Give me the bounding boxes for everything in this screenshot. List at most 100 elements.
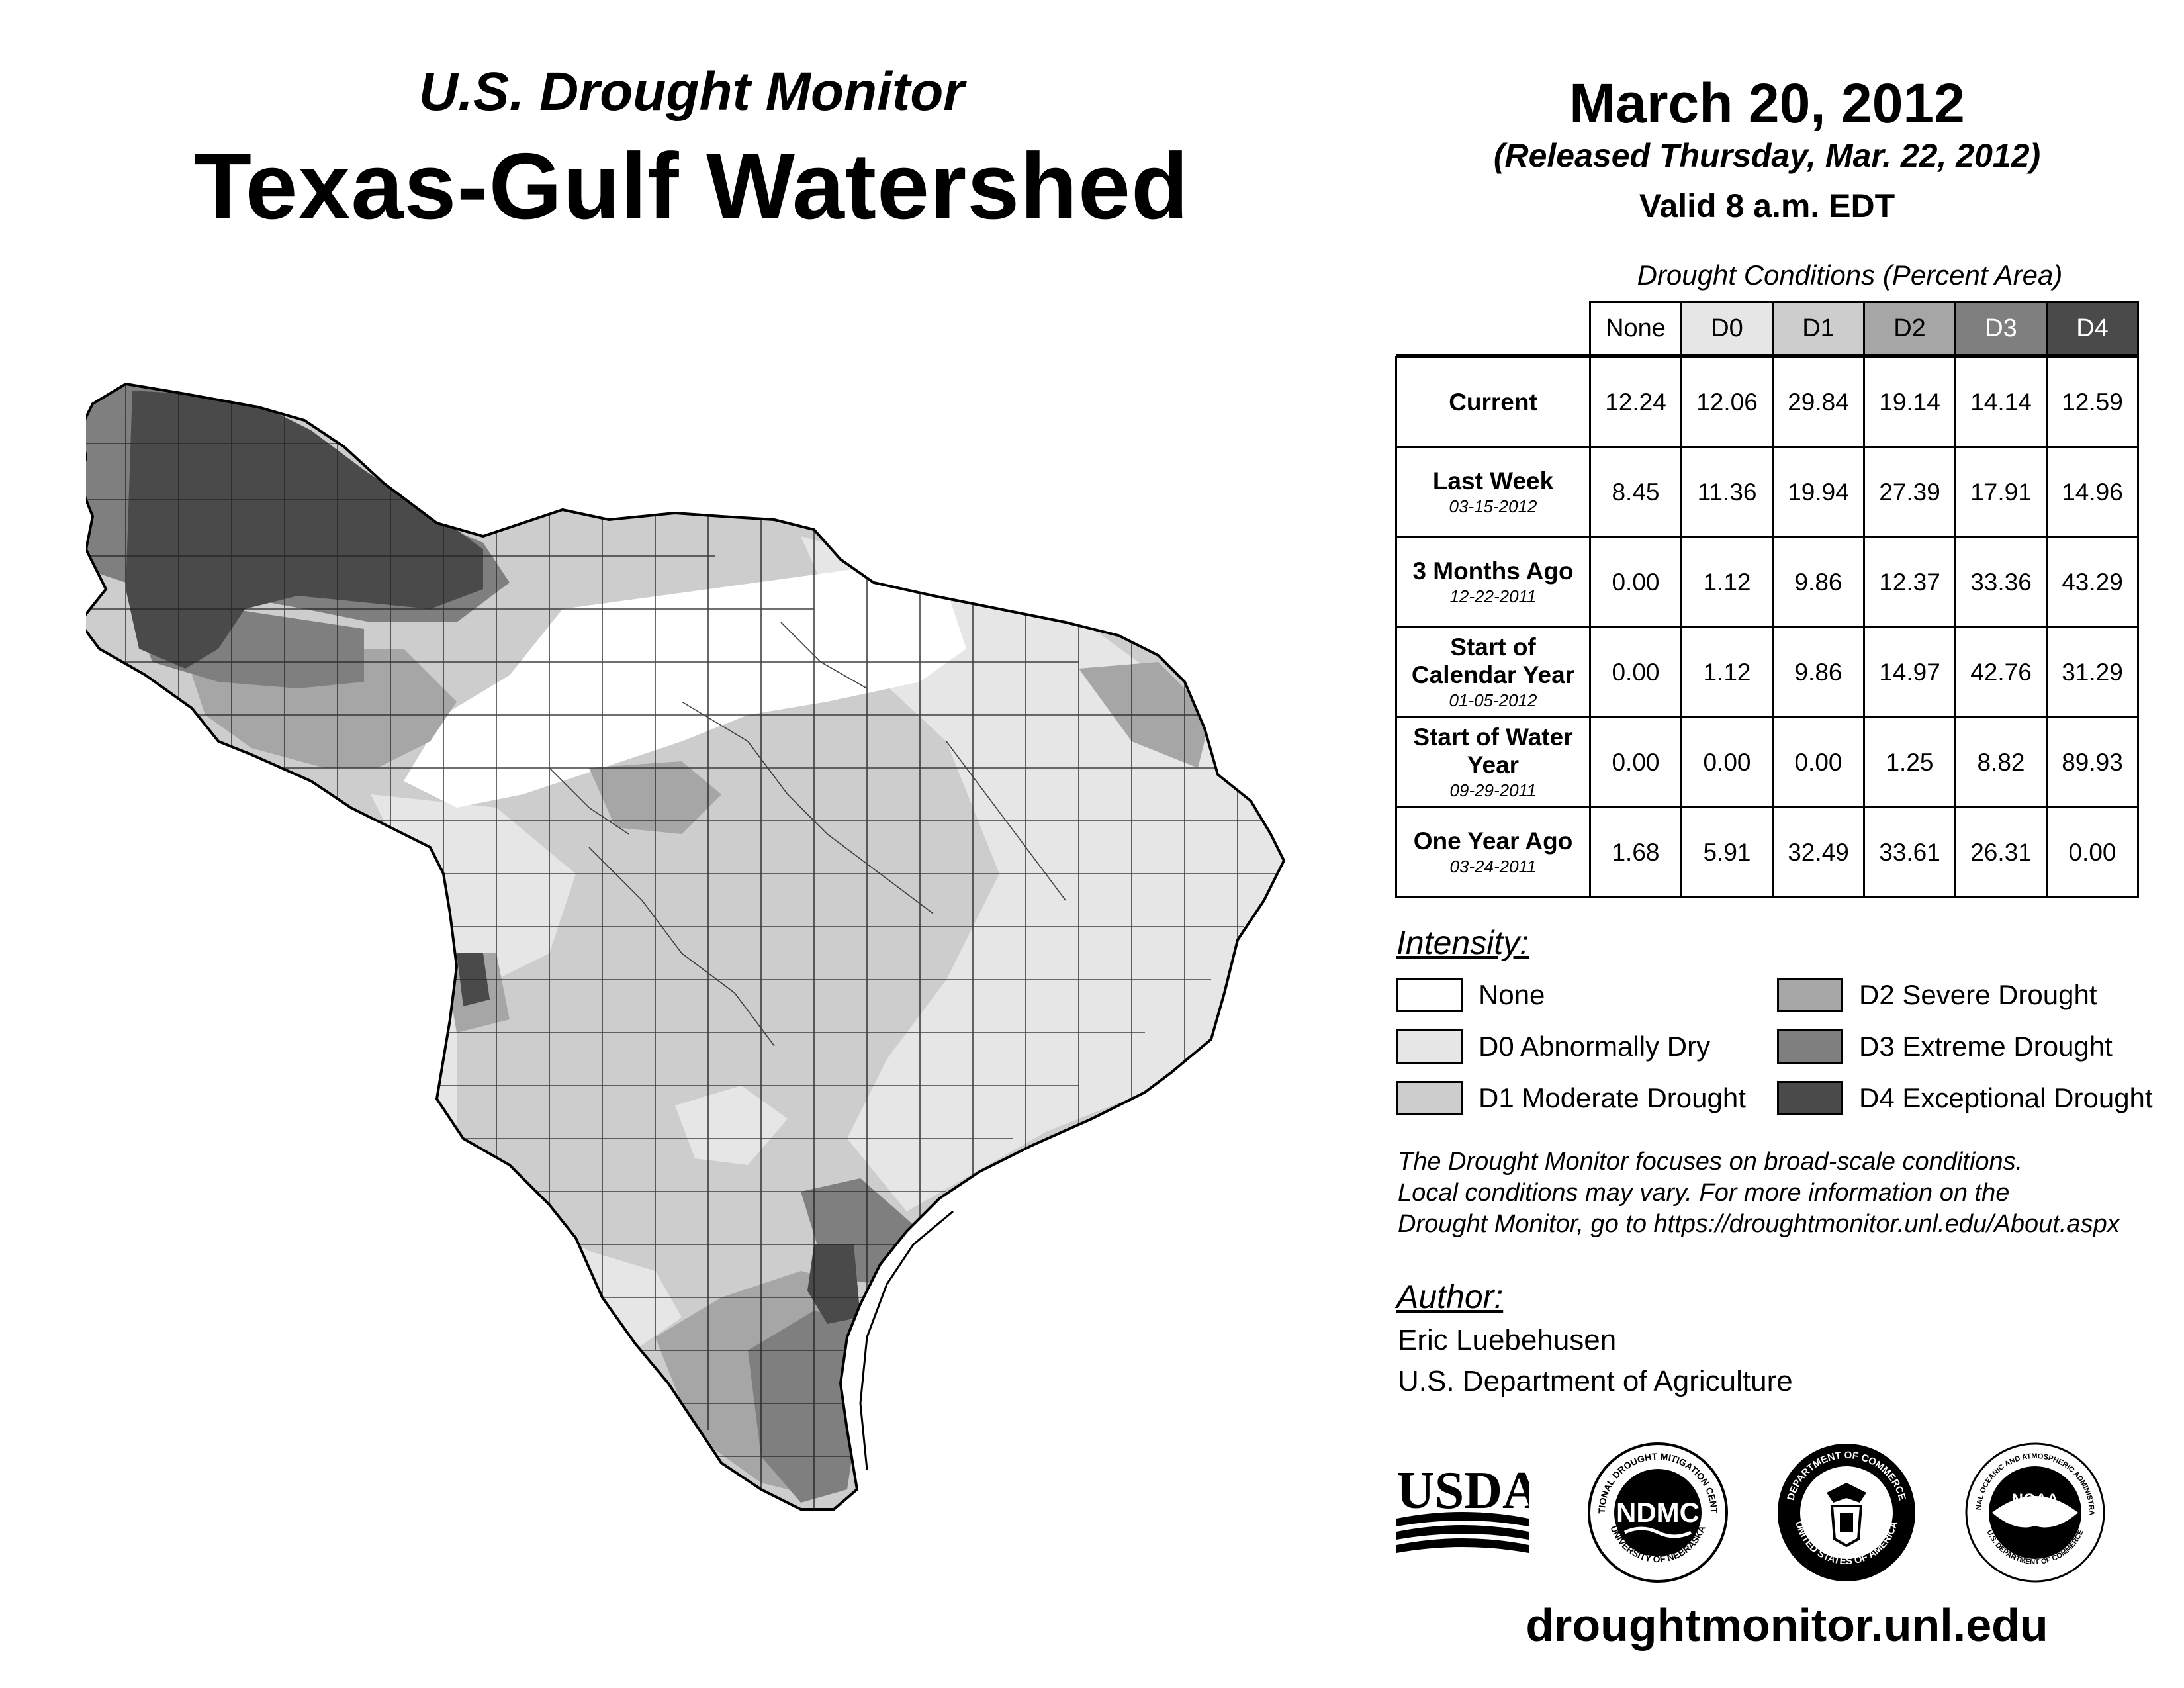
legend-swatch — [1396, 978, 1463, 1012]
row-label-text: One Year Ago — [1413, 827, 1573, 855]
doc-seal: DEPARTMENT OF COMMERCE UNITED STATES OF … — [1778, 1444, 1915, 1581]
ndmc-logo-text: NDMC — [1616, 1497, 1700, 1528]
row-label-text: Last Week — [1432, 467, 1554, 494]
release-date: (Released Thursday, Mar. 22, 2012) — [1493, 137, 2041, 174]
legend-item-none: None — [1396, 975, 1545, 1015]
legend-item-d1: D1 Moderate Drought — [1396, 1078, 1746, 1118]
legend-item-d2: D2 Severe Drought — [1777, 975, 2097, 1015]
legend-label: D1 Moderate Drought — [1479, 1082, 1746, 1113]
table-cell: 5.91 — [1680, 806, 1774, 898]
table-cell: 0.00 — [1589, 536, 1682, 628]
table-header-row: None D0 D1 D2 D3 D4 — [1396, 301, 2139, 356]
row-label-current: Current — [1395, 356, 1591, 448]
table-cell: 12.06 — [1680, 356, 1774, 448]
table-cell: 11.36 — [1680, 446, 1774, 538]
legend-item-d3: D3 Extreme Drought — [1777, 1027, 2113, 1066]
table-cell: 8.82 — [1954, 716, 2048, 808]
table-cell: 89.93 — [2046, 716, 2139, 808]
table-cell: 42.76 — [1954, 626, 2048, 718]
table-cell: 12.37 — [1863, 536, 1956, 628]
valid-time: Valid 8 a.m. EDT — [1639, 187, 1895, 224]
table-cell: 8.45 — [1589, 446, 1682, 538]
table-cell: 17.91 — [1954, 446, 2048, 538]
table-cell: 14.96 — [2046, 446, 2139, 538]
table-cell: 0.00 — [1589, 626, 1682, 718]
author-organization: U.S. Department of Agriculture — [1398, 1365, 1793, 1397]
table-cell: 31.29 — [2046, 626, 2139, 718]
column-header-d2: D2 — [1863, 301, 1956, 356]
legend-item-d4: D4 Exceptional Drought — [1777, 1078, 2153, 1118]
legend-title: Intensity: — [1396, 924, 1529, 961]
column-header-none: None — [1589, 301, 1682, 356]
table-cell: 12.24 — [1589, 356, 1682, 448]
legend-swatch — [1777, 978, 1843, 1012]
column-header-d4: D4 — [2046, 301, 2139, 356]
noaa-logo: NATIONAL OCEANIC AND ATMOSPHERIC ADMINIS… — [1962, 1440, 2105, 1583]
row-label-one-year-ago: One Year Ago 03-24-2011 — [1395, 806, 1591, 898]
table-caption: Drought Conditions (Percent Area) — [1637, 259, 2063, 291]
row-label-start-of-calendar-year: Start of Calendar Year 01-05-2012 — [1395, 626, 1591, 718]
table-row: Current 12.24 12.06 29.84 19.14 14.14 12… — [1395, 356, 2139, 448]
legend-label: D0 Abnormally Dry — [1479, 1031, 1711, 1062]
map-title: Texas-Gulf Watershed — [194, 134, 1189, 239]
row-label-text: Current — [1449, 388, 1537, 416]
usda-logo-text: USDA — [1396, 1463, 1529, 1520]
drought-conditions-table: None D0 D1 D2 D3 D4 Current 12.24 12.06 … — [1395, 301, 2139, 898]
table-row: Start of Calendar Year 01-05-2012 0.00 1.… — [1395, 626, 2139, 718]
table-row: 3 Months Ago 12-22-2011 0.00 1.12 9.86 12… — [1395, 536, 2139, 628]
table-cell: 14.14 — [1954, 356, 2048, 448]
table-cell: 33.61 — [1863, 806, 1956, 898]
legend-label: D3 Extreme Drought — [1859, 1031, 2113, 1062]
legend-swatch — [1396, 1081, 1463, 1115]
table-row: Last Week 03-15-2012 8.45 11.36 19.94 27.… — [1395, 446, 2139, 538]
table-cell: 29.84 — [1772, 356, 1865, 448]
row-label-last-week: Last Week 03-15-2012 — [1395, 446, 1591, 538]
table-cell: 19.14 — [1863, 356, 1956, 448]
table-cell: 19.94 — [1772, 446, 1865, 538]
author-name: Eric Luebehusen — [1398, 1324, 1617, 1356]
table-cell: 9.86 — [1772, 536, 1865, 628]
row-label-text: Start of Water Year — [1413, 723, 1573, 778]
table-cell: 1.12 — [1680, 536, 1774, 628]
map-subtitle: U.S. Drought Monitor — [418, 62, 965, 122]
table-cell: 12.59 — [2046, 356, 2139, 448]
website-url[interactable]: droughtmonitor.unl.edu — [1525, 1599, 2048, 1651]
row-date: 01-05-2012 — [1449, 690, 1537, 710]
row-date: 03-24-2011 — [1449, 856, 1537, 876]
table-cell: 43.29 — [2046, 536, 2139, 628]
noaa-logo-text: NOAA — [2012, 1491, 2059, 1509]
ndmc-logo: NATIONAL DROUGHT MITIGATION CENTER UNIVE… — [1585, 1440, 1728, 1583]
table-cell: 27.39 — [1863, 446, 1956, 538]
table-cell: 26.31 — [1954, 806, 2048, 898]
table-cell: 0.00 — [1772, 716, 1865, 808]
table-cell: 32.49 — [1772, 806, 1865, 898]
table-row: One Year Ago 03-24-2011 1.68 5.91 32.49 3… — [1395, 806, 2139, 898]
row-date: 03-15-2012 — [1449, 496, 1537, 516]
table-row: Start of Water Year 09-29-2011 0.00 0.00 … — [1395, 716, 2139, 808]
row-label-text: 3 Months Ago — [1412, 557, 1574, 585]
legend-label: D4 Exceptional Drought — [1859, 1082, 2153, 1113]
legend-label: None — [1479, 979, 1545, 1010]
watershed-map — [86, 382, 1286, 1511]
legend-swatch — [1777, 1081, 1843, 1115]
author-heading: Author: — [1396, 1278, 1504, 1315]
table-cell: 1.25 — [1863, 716, 1956, 808]
note-line: Local conditions may vary. For more info… — [1398, 1179, 2010, 1207]
row-date: 09-29-2011 — [1449, 780, 1537, 800]
table-cell: 14.97 — [1863, 626, 1956, 718]
legend-item-d0: D0 Abnormally Dry — [1396, 1027, 1710, 1066]
note-line: The Drought Monitor focuses on broad-sca… — [1398, 1148, 2023, 1176]
row-label-3-months-ago: 3 Months Ago 12-22-2011 — [1395, 536, 1591, 628]
row-label-text: Start of Calendar Year — [1411, 633, 1575, 688]
row-date: 12-22-2011 — [1449, 586, 1537, 606]
table-cell: 1.12 — [1680, 626, 1774, 718]
table-cell: 0.00 — [2046, 806, 2139, 898]
table-cell: 0.00 — [1680, 716, 1774, 808]
table-cell: 1.68 — [1589, 806, 1682, 898]
column-header-d3: D3 — [1954, 301, 2048, 356]
note-line: Drought Monitor, go to https://droughtmo… — [1398, 1210, 2120, 1238]
table-cell: 9.86 — [1772, 626, 1865, 718]
legend-swatch — [1777, 1029, 1843, 1064]
column-header-d1: D1 — [1772, 301, 1865, 356]
legend-swatch — [1396, 1029, 1463, 1064]
